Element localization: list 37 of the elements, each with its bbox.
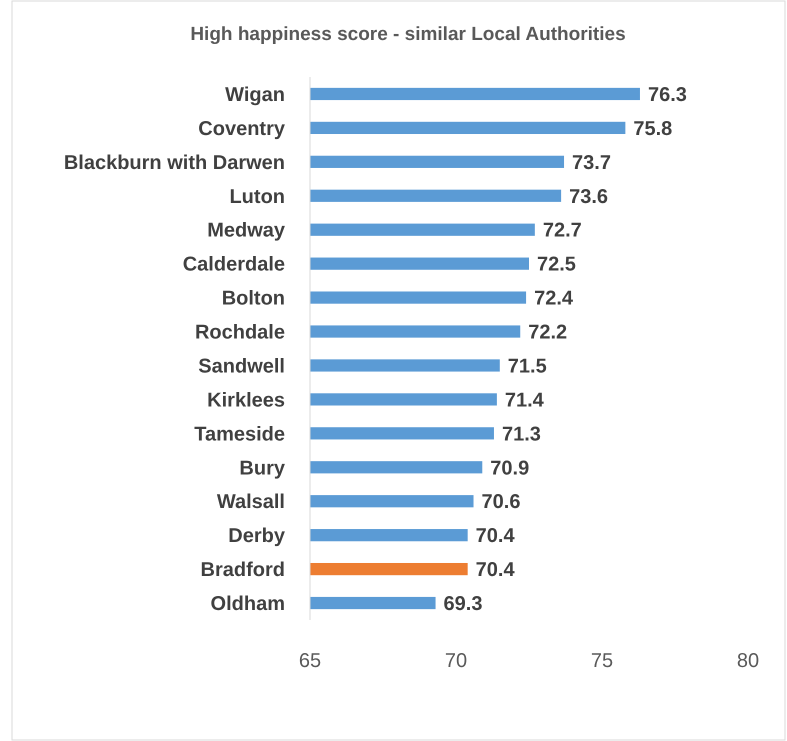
y-tick-label: Rochdale [194,322,285,344]
y-tick-label: Derby [228,525,286,548]
data-label: 73.6 [569,186,608,208]
data-label: 72.7 [542,220,582,242]
data-label: 75.8 [633,118,672,140]
y-tick-label: Calderdale [182,254,285,276]
data-label: 72.5 [537,254,576,276]
x-tick-label: 75 [590,650,614,672]
data-label: 72.2 [528,322,568,344]
data-label: 71.3 [502,423,541,446]
data-label: 69.3 [444,593,482,616]
data-label: 70.4 [476,559,516,582]
y-tick-label: Luton [229,186,285,208]
data-label: 70.6 [482,491,520,514]
y-tick-label: Wigan [225,84,285,106]
y-tick-label: Bolton [222,288,285,310]
data-label: 72.4 [534,288,574,310]
x-tick-label: 65 [298,650,322,672]
y-tick-label: Bradford [200,559,285,582]
y-tick-label: Tameside [194,423,285,446]
y-tick-label: Sandwell [198,355,285,378]
data-label: 73.7 [572,152,611,174]
y-tick-label: Coventry [198,118,286,140]
x-tick-label: 80 [736,650,760,672]
y-tick-label: Medway [207,220,286,242]
data-label: 70.9 [490,457,530,480]
x-tick-label: 70 [444,650,468,672]
data-label: 71.4 [504,389,545,412]
chart-title: High happiness score - similar Local Authorities [190,24,626,45]
data-label: 71.5 [508,355,547,378]
y-tick-label: Walsall [216,491,285,514]
y-tick-label: Blackburn with Darwen [64,152,285,174]
y-tick-label: Oldham [210,593,285,616]
data-label: 76.3 [648,84,687,106]
y-tick-label: Bury [239,457,286,480]
y-tick-label: Kirklees [207,389,285,412]
data-label: 70.4 [476,525,516,548]
